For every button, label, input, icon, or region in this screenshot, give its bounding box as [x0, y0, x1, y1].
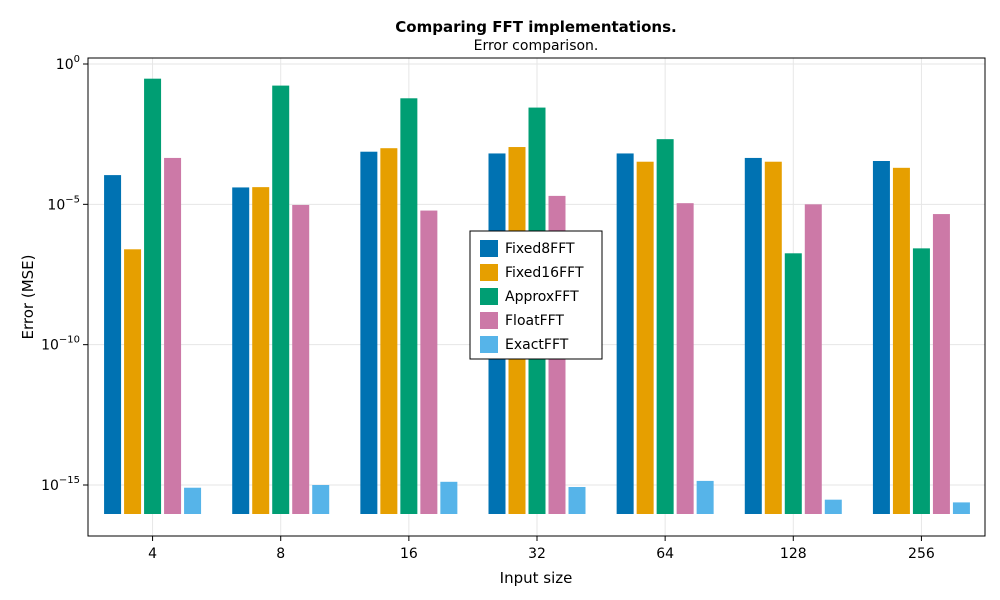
x-tick-label: 64	[656, 546, 674, 562]
legend-swatch-approxfft	[480, 288, 498, 305]
legend-swatch-fixed8fft	[480, 240, 498, 257]
legend-label-approxfft: ApproxFFT	[505, 289, 579, 305]
bar-exactfft-64	[696, 480, 714, 514]
bar-exactfft-8	[312, 485, 330, 514]
bar-fixed16fft-4	[124, 249, 142, 514]
bar-floatfft-8	[292, 204, 310, 514]
bar-fixed8fft-256	[872, 160, 890, 514]
chart-title: Comparing FFT implementations.	[395, 18, 676, 36]
bar-exactfft-4	[184, 487, 202, 514]
legend-label-fixed16fft: Fixed16FFT	[505, 265, 584, 281]
legend-label-floatfft: FloatFFT	[505, 313, 564, 329]
bar-floatfft-16	[420, 210, 438, 515]
legend-swatch-exactfft	[480, 336, 498, 353]
x-tick-label: 32	[528, 546, 546, 562]
bar-approxfft-4	[144, 78, 162, 514]
bar-approxfft-128	[784, 253, 802, 515]
x-axis-label: Input size	[500, 569, 573, 587]
y-tick-label: 10−5	[47, 194, 80, 213]
bar-floatfft-256	[932, 214, 950, 514]
bar-fixed16fft-16	[380, 148, 398, 514]
y-tick-label: 10−15	[41, 475, 80, 494]
bar-floatfft-64	[676, 203, 694, 515]
x-tick-label: 8	[276, 546, 285, 562]
bar-floatfft-4	[164, 157, 182, 514]
x-tick-label: 4	[148, 546, 157, 562]
bar-exactfft-128	[824, 499, 842, 514]
legend-swatch-fixed16fft	[480, 264, 498, 281]
y-tick-label: 100	[56, 54, 80, 73]
bar-fixed8fft-16	[360, 151, 378, 515]
legend-label-exactfft: ExactFFT	[505, 337, 569, 353]
bar-exactfft-32	[568, 486, 586, 514]
bar-floatfft-128	[804, 204, 822, 515]
bar-fixed16fft-128	[764, 161, 782, 514]
bar-approxfft-8	[272, 85, 290, 515]
y-tick-label: 10−10	[41, 335, 80, 354]
bar-fixed8fft-64	[616, 153, 634, 514]
x-tick-label: 128	[780, 546, 807, 562]
x-axis: 4 8 16 32 64 128 256	[148, 536, 935, 562]
bar-fixed8fft-4	[104, 175, 122, 514]
chart-subtitle: Error comparison.	[474, 38, 599, 54]
x-tick-label: 16	[400, 546, 418, 562]
bar-exactfft-256	[952, 502, 970, 514]
y-axis-label: Error (MSE)	[19, 255, 37, 340]
legend-swatch-floatfft	[480, 312, 498, 329]
bar-approxfft-256	[912, 248, 930, 514]
bar-fixed8fft-128	[744, 157, 762, 514]
bars	[104, 78, 970, 515]
bar-approxfft-64	[656, 139, 674, 514]
bar-fixed16fft-8	[252, 187, 270, 515]
bar-fixed16fft-64	[636, 161, 654, 514]
bar-exactfft-16	[440, 481, 458, 514]
legend-label-fixed8fft: Fixed8FFT	[505, 241, 575, 257]
bar-fixed8fft-8	[232, 187, 250, 514]
legend: Fixed8FFT Fixed16FFT ApproxFFT FloatFFT Exac…	[469, 230, 603, 360]
bar-fixed16fft-256	[892, 167, 910, 515]
y-axis: 100 10−5 10−10 10−15	[41, 54, 88, 494]
bar-approxfft-16	[400, 98, 418, 515]
x-tick-label: 256	[908, 546, 935, 562]
